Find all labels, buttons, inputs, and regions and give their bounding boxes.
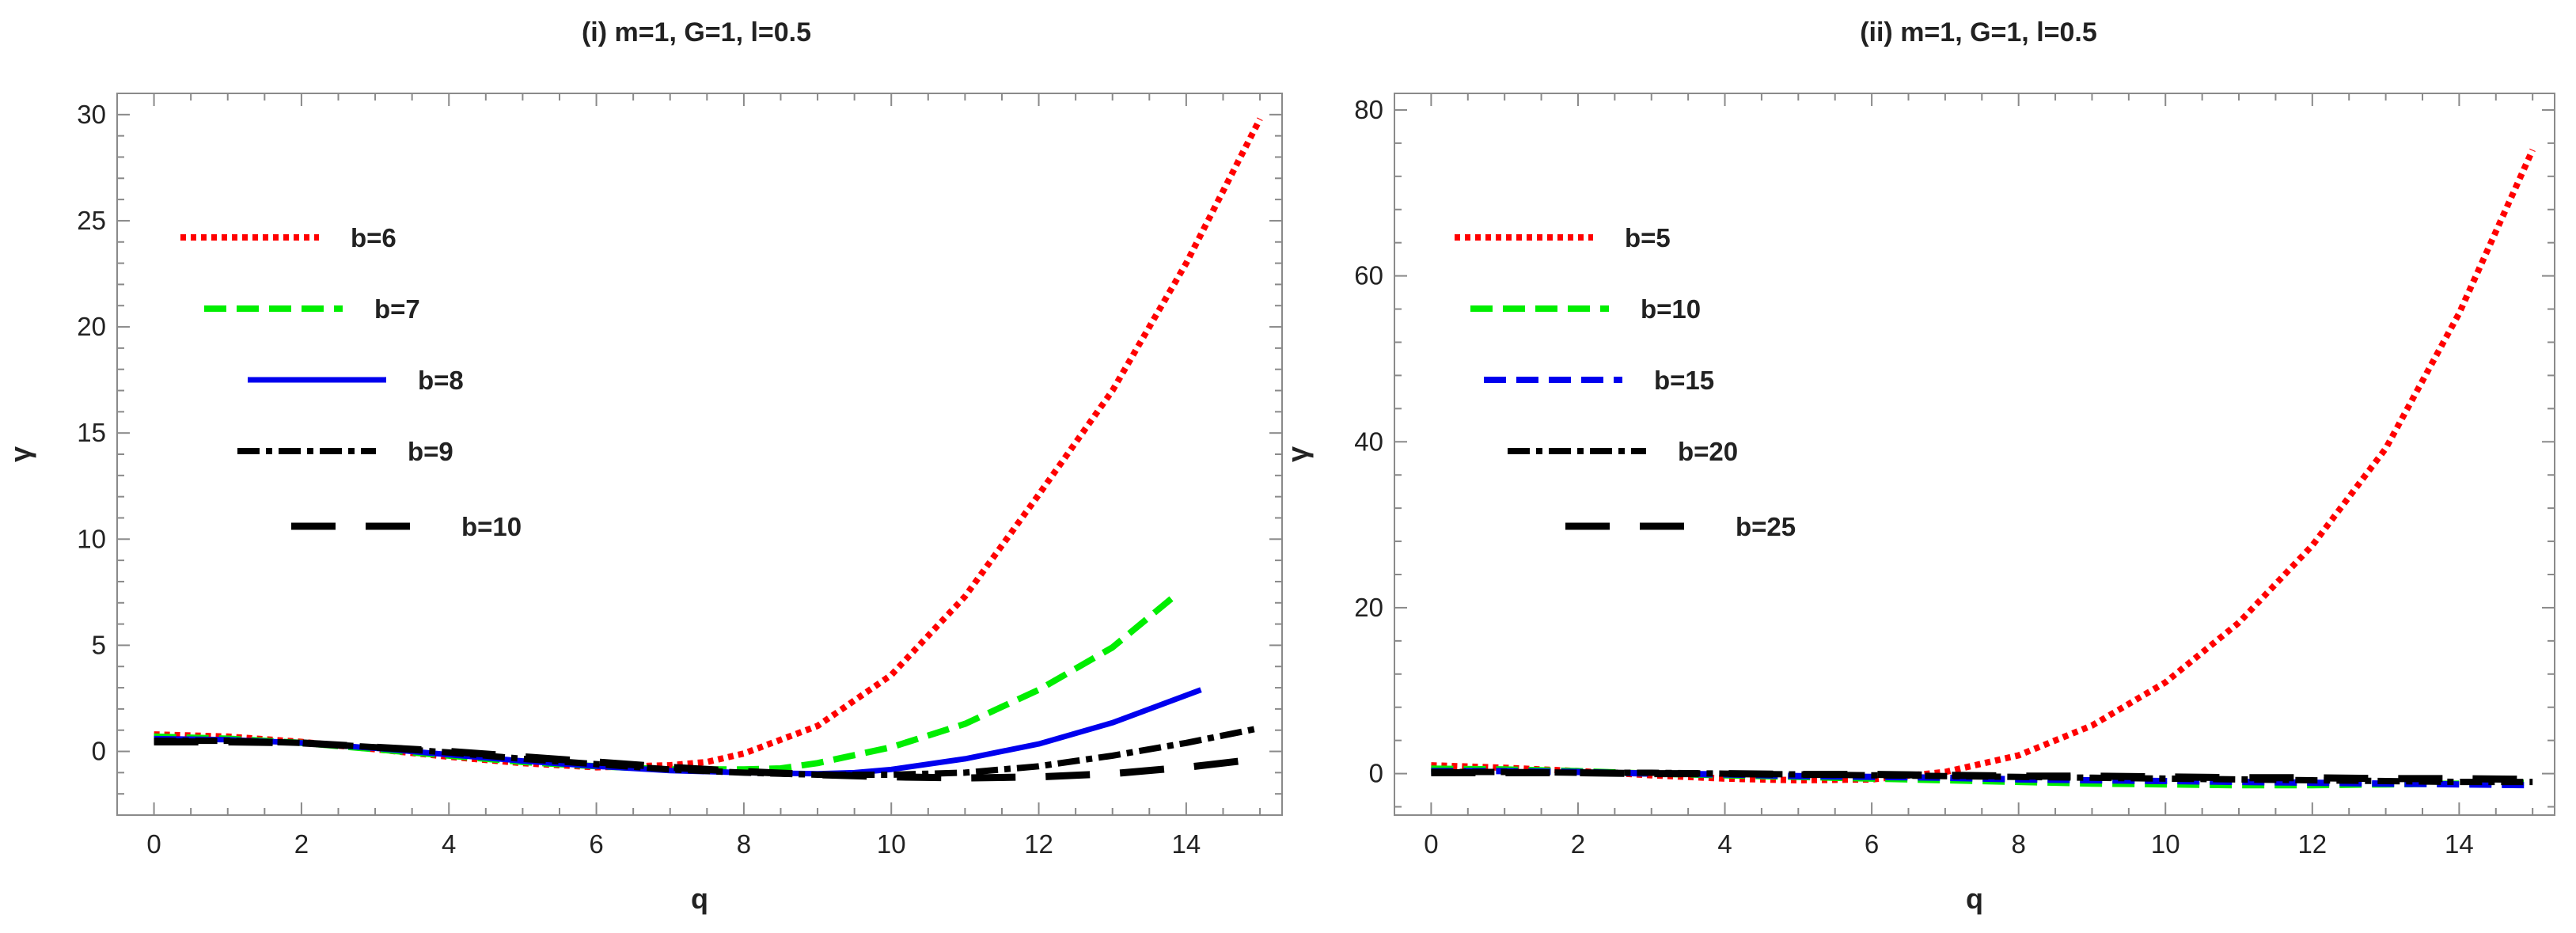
y-tick-label: 40 (1354, 427, 1383, 456)
y-tick-label: 0 (1369, 759, 1383, 788)
y-tick-label: 30 (77, 100, 106, 129)
y-tick-label: 5 (92, 630, 106, 659)
series-line-b6 (154, 117, 1263, 771)
chart-title: (ii) m=1, G=1, l=0.5 (1860, 17, 2097, 47)
x-tick-label: 4 (442, 829, 456, 859)
x-tick-label: 2 (294, 829, 309, 859)
legend-label: b=25 (1736, 512, 1796, 541)
series-line-b25 (1431, 769, 2533, 783)
x-tick-label: 10 (2151, 829, 2180, 859)
x-tick-label: 12 (1024, 829, 1053, 859)
y-tick-label: 80 (1354, 95, 1383, 124)
x-axis-label: q (691, 882, 708, 915)
y-axis-label: γ (1281, 446, 1314, 462)
x-tick-label: 8 (737, 829, 751, 859)
y-tick-label: 20 (77, 312, 106, 341)
y-tick-label: 10 (77, 524, 106, 553)
legend-label: b=20 (1678, 437, 1738, 466)
x-tick-label: 10 (877, 829, 906, 859)
y-tick-label: 25 (77, 206, 106, 235)
legend-label: b=5 (1625, 223, 1671, 252)
x-tick-label: 0 (146, 829, 161, 859)
series-line-b8 (154, 687, 1202, 777)
x-tick-label: 2 (1571, 829, 1585, 859)
series-line-b5 (1431, 148, 2536, 783)
x-tick-label: 14 (2445, 829, 2474, 859)
chart-panel-2: 0 2 4 6 8 10 12 14 0 20 40 60 80 (ii) m=1, G=1, l=0.5… (1281, 17, 2555, 915)
series-line-b10 (154, 738, 1261, 782)
y-tick-label: 20 (1354, 593, 1383, 622)
x-tick-label: 6 (589, 829, 603, 859)
legend-label: b=10 (1641, 294, 1701, 324)
x-tick-label: 8 (2011, 829, 2025, 859)
x-tick-label: 0 (1424, 829, 1438, 859)
chart-panel-1: 0 2 4 6 8 10 12 14 0 5 10 15 20 25 30 (i) m=1, G=1, l=0… (4, 17, 1283, 915)
y-axis-label: γ (4, 446, 36, 462)
legend-label: b=15 (1654, 366, 1714, 395)
legend-label: b=7 (374, 294, 420, 324)
x-tick-label: 4 (1717, 829, 1732, 859)
x-tick-label: 6 (1865, 829, 1879, 859)
x-tick-label: 12 (2297, 829, 2327, 859)
legend-label: b=8 (418, 366, 464, 395)
y-tick-label: 0 (92, 737, 106, 766)
y-tick-label: 60 (1354, 261, 1383, 290)
plot-frame (1394, 93, 2555, 816)
chart-title: (i) m=1, G=1, l=0.5 (582, 17, 811, 47)
y-tick-label: 15 (77, 418, 106, 447)
legend-label: b=6 (351, 223, 396, 252)
legend-label: b=9 (408, 437, 453, 466)
legend-label: b=10 (461, 512, 522, 541)
x-tick-label: 14 (1172, 829, 1201, 859)
x-axis-label: q (1966, 882, 1983, 915)
